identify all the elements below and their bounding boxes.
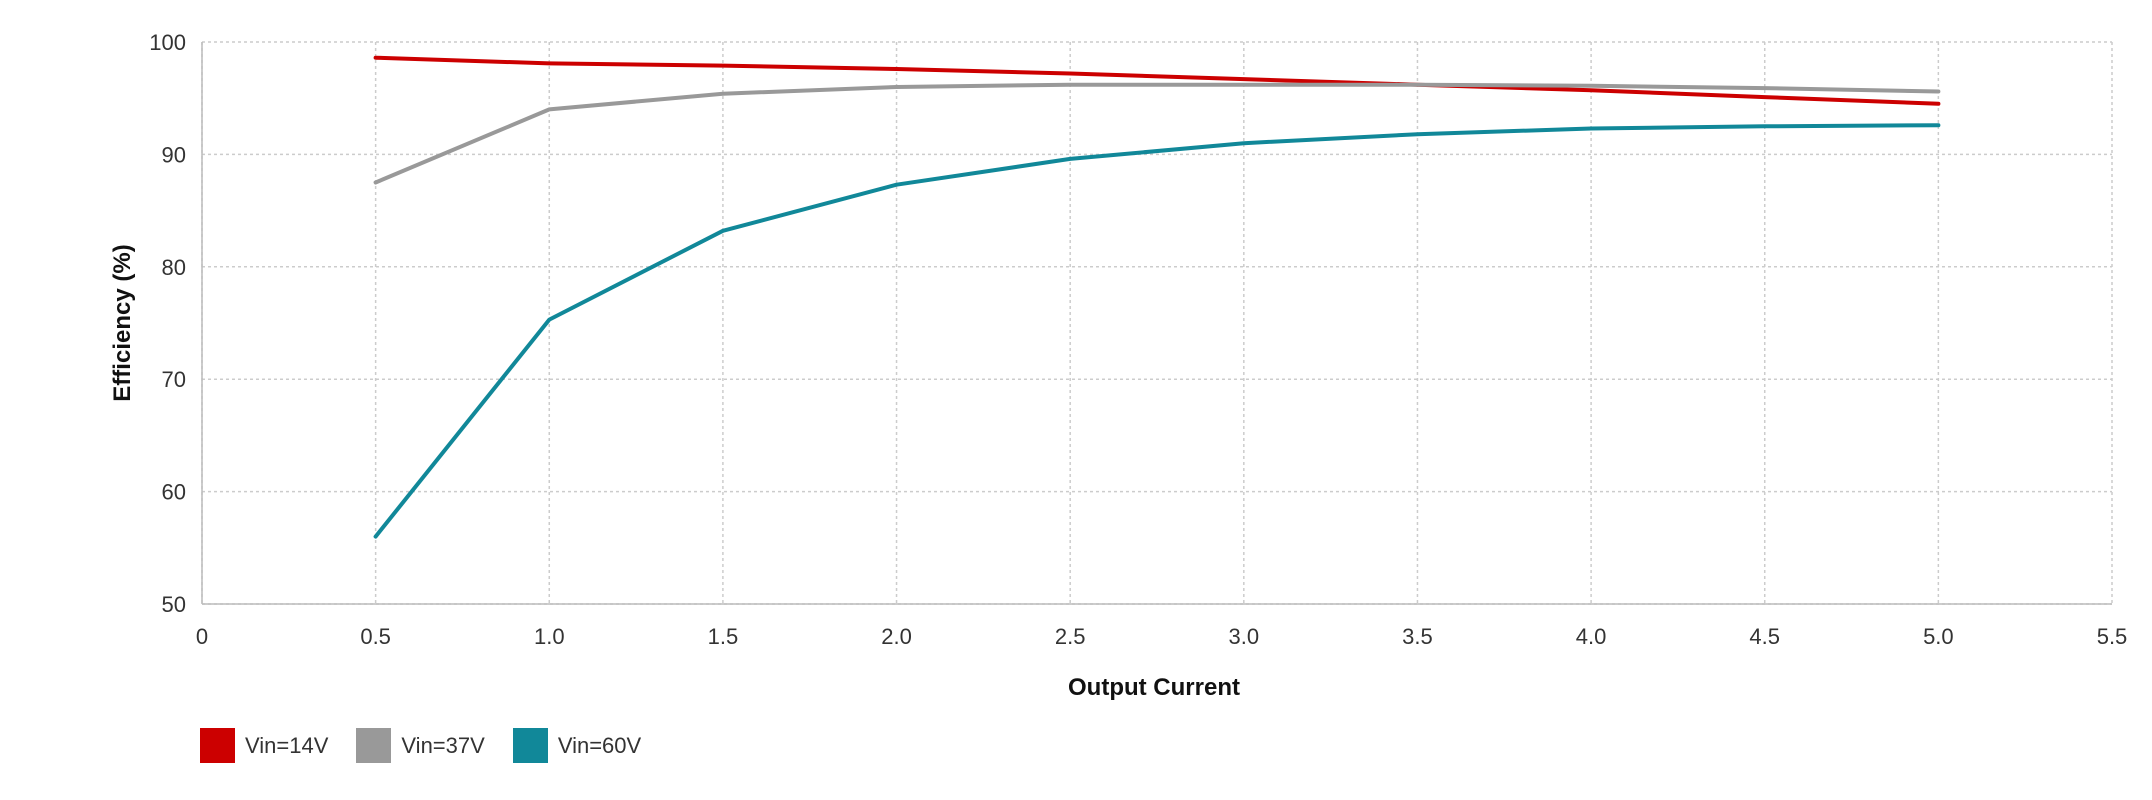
series-line-1 <box>373 55 1941 106</box>
x-axis-title: Output Current <box>1068 674 1240 701</box>
x-tick-label: 0 <box>196 624 208 649</box>
y-tick-label: 100 <box>149 30 186 55</box>
x-tick-label: 4.5 <box>1749 624 1780 649</box>
x-tick-label: 4.0 <box>1576 624 1607 649</box>
series-layer <box>373 55 1941 539</box>
legend-item-1: Vin=14V <box>200 728 328 763</box>
legend-swatch <box>356 728 392 763</box>
series-line-2 <box>373 82 1941 185</box>
y-tick-label: 70 <box>162 367 186 392</box>
legend-swatch <box>200 728 235 763</box>
x-tick-label: 5.0 <box>1923 624 1954 649</box>
legend-label: Vin=60V <box>557 732 642 758</box>
x-tick-label: 3.5 <box>1402 624 1433 649</box>
x-tick-label: 2.5 <box>1055 624 1086 649</box>
y-tick-label: 50 <box>162 592 186 617</box>
y-tick-label: 60 <box>162 480 186 505</box>
x-tick-labels: 0 0.5 1.0 1.5 2.0 2.5 3.0 3.5 4.0 4.5 5.0 5.5 <box>196 624 2127 649</box>
legend: Vin=14V Vin=37V Vin=60V <box>200 728 641 763</box>
x-tick-label: 1.5 <box>708 624 739 649</box>
x-tick-label: 1.0 <box>534 624 565 649</box>
x-tick-label: 5.5 <box>2097 624 2128 649</box>
y-axis-title: Efficiency (%) <box>109 244 136 401</box>
legend-label: Vin=37V <box>401 732 485 758</box>
x-tick-label: 3.0 <box>1229 624 1260 649</box>
legend-label: Vin=14V <box>245 732 329 758</box>
legend-swatch <box>512 728 548 763</box>
x-tick-label: 0.5 <box>360 624 391 649</box>
y-tick-label: 90 <box>162 142 186 167</box>
legend-item-3: Vin=60V <box>512 728 642 763</box>
grid <box>201 41 2113 605</box>
legend-item-2: Vin=37V <box>356 728 485 763</box>
y-tick-label: 80 <box>162 255 186 280</box>
y-tick-labels: 50 60 70 80 90 100 <box>149 30 186 617</box>
x-tick-label: 2.0 <box>881 624 912 649</box>
series-line-3 <box>373 123 1941 539</box>
